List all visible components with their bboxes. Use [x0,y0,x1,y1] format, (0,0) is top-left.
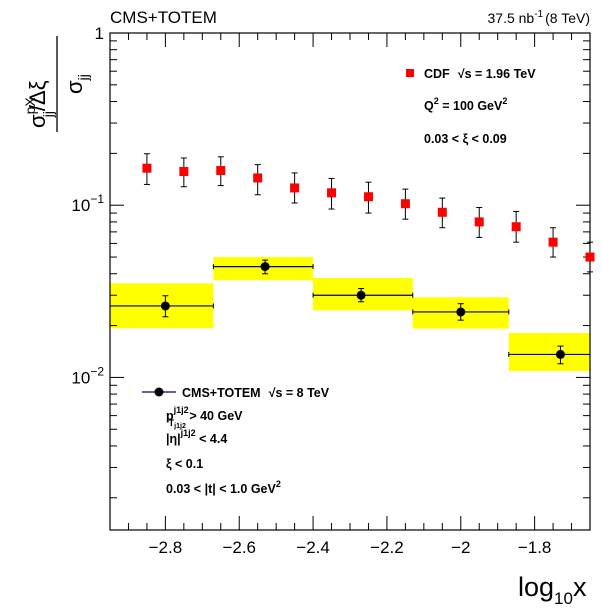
x-tick-label: −2 [451,538,470,557]
luminosity-label: 37.5 nb-1 (8 TeV) [488,9,591,26]
legend-cms-sqrt: √s = 8 TeV [269,386,330,400]
svg-text:|η|j1j2 < 4.4: |η|j1j2 < 4.4 [166,428,227,446]
x-tick-label: −2.4 [296,538,330,557]
legend-cdf-q2-base: Q [424,99,434,113]
svg-text:CDF√s = 1.96 TeV: CDF √s = 1.96 TeV [424,67,536,81]
legend-cdf-q2-tail: = 100 GeV [439,99,503,113]
legend-cdf: CDF √s = 1.96 TeV Q2 = 100 GeV2 0.03 < ξ … [406,67,536,146]
x-tick-label: −1.8 [518,538,552,557]
y-tick-label: 10−1 [71,192,104,215]
cdf-point [253,173,263,183]
xlabel-base: log [518,572,554,602]
ylabel-num-sup: pX [22,97,38,115]
legend-cms: CMS+TOTEM √s = 8 TeV pj1j2 Tj1j2 > 40 GeV … [142,386,330,496]
cms-systematic-bands [110,257,590,371]
cdf-point [327,188,337,198]
cms-band [508,333,590,371]
cdf-point [179,166,189,176]
cdf-point [363,192,373,202]
lumi-suffix: (8 TeV) [545,10,590,26]
x-axis-label: log10x [518,572,587,608]
legend-cms-eta-base: |η| [166,432,181,446]
y-axis-label: σpX jj/Δξ σjj [22,36,91,132]
legend-cms-marker [154,387,164,397]
cdf-series [142,153,595,273]
legend-cms-t-exp: 2 [276,479,281,489]
cdf-point [437,207,447,217]
y-tick-label: 1 [95,24,104,43]
xlabel-sub: 10 [554,589,573,608]
legend-cms-pt-sub: T [169,418,175,428]
legend-cms-pt-tail: > 40 GeV [186,409,243,423]
cdf-point [585,252,595,262]
ylabel-den-sigma: σ [62,80,87,94]
legend-cdf-q2-exp: 2 [434,96,439,106]
cdf-point [216,166,226,176]
legend-cdf-sqrt: √s = 1.96 TeV [458,67,537,81]
x-tick-label: −2.6 [222,538,256,557]
legend-cms-pt-sub2: j1j2 [173,423,186,430]
axis-ticks: −2.8 −2.6 −2.4 −2.2 −2 −1.8 1 10−1 10−2 [71,24,591,557]
cdf-point [400,199,410,209]
legend-cms-eta-tail: < 4.4 [196,432,228,446]
x-tick-label: −2.2 [370,538,404,557]
legend-cdf-label: CDF [424,67,450,81]
legend-cdf-marker [406,69,414,77]
cms-series [109,259,591,365]
ylabel-num-sub: jj [40,111,56,118]
legend-cms-xi: ξ < 0.1 [166,457,203,471]
cms-point [260,262,270,272]
cdf-point [511,222,521,232]
legend-cms-pt-base: p [166,409,174,423]
lumi-exp: -1 [534,9,543,20]
legend-cms-pt-sup: j1j2 [173,405,189,415]
cdf-point [474,217,484,227]
lumi-value: 37.5 nb [488,10,535,26]
cdf-point [142,163,152,173]
cms-point [555,349,565,359]
cdf-point [290,183,300,193]
cdf-point [548,237,558,247]
legend-cdf-xi: 0.03 < ξ < 0.09 [424,132,507,146]
x-tick-label: −2.8 [149,538,183,557]
svg-text:CMS+TOTEM√s = 8 TeV: CMS+TOTEM √s = 8 TeV [182,386,330,400]
y-tick-label: 10−2 [71,364,104,387]
svg-text:Q2 = 100 GeV2: Q2 = 100 GeV2 [424,96,507,113]
svg-text:σjj: σjj [62,74,91,94]
cms-point [456,307,466,317]
svg-text:0.03 < |t| < 1.0 GeV2: 0.03 < |t| < 1.0 GeV2 [166,479,281,496]
cms-point [356,290,366,300]
ylabel-den-sub: jj [75,74,91,81]
legend-cms-t-range: 0.03 < |t| < 1.0 GeV [166,482,277,496]
cms-point [160,301,170,311]
ylabel-num-sigma: σ [25,114,50,128]
experiment-label: CMS+TOTEM [110,8,217,27]
xlabel-tail: x [573,572,587,602]
ylabel-num-tail: /Δξ [25,80,50,111]
legend-cms-label: CMS+TOTEM [182,386,261,400]
legend-cdf-q2-unit-exp: 2 [502,96,507,106]
legend-cms-eta-sup: j1j2 [180,428,196,438]
